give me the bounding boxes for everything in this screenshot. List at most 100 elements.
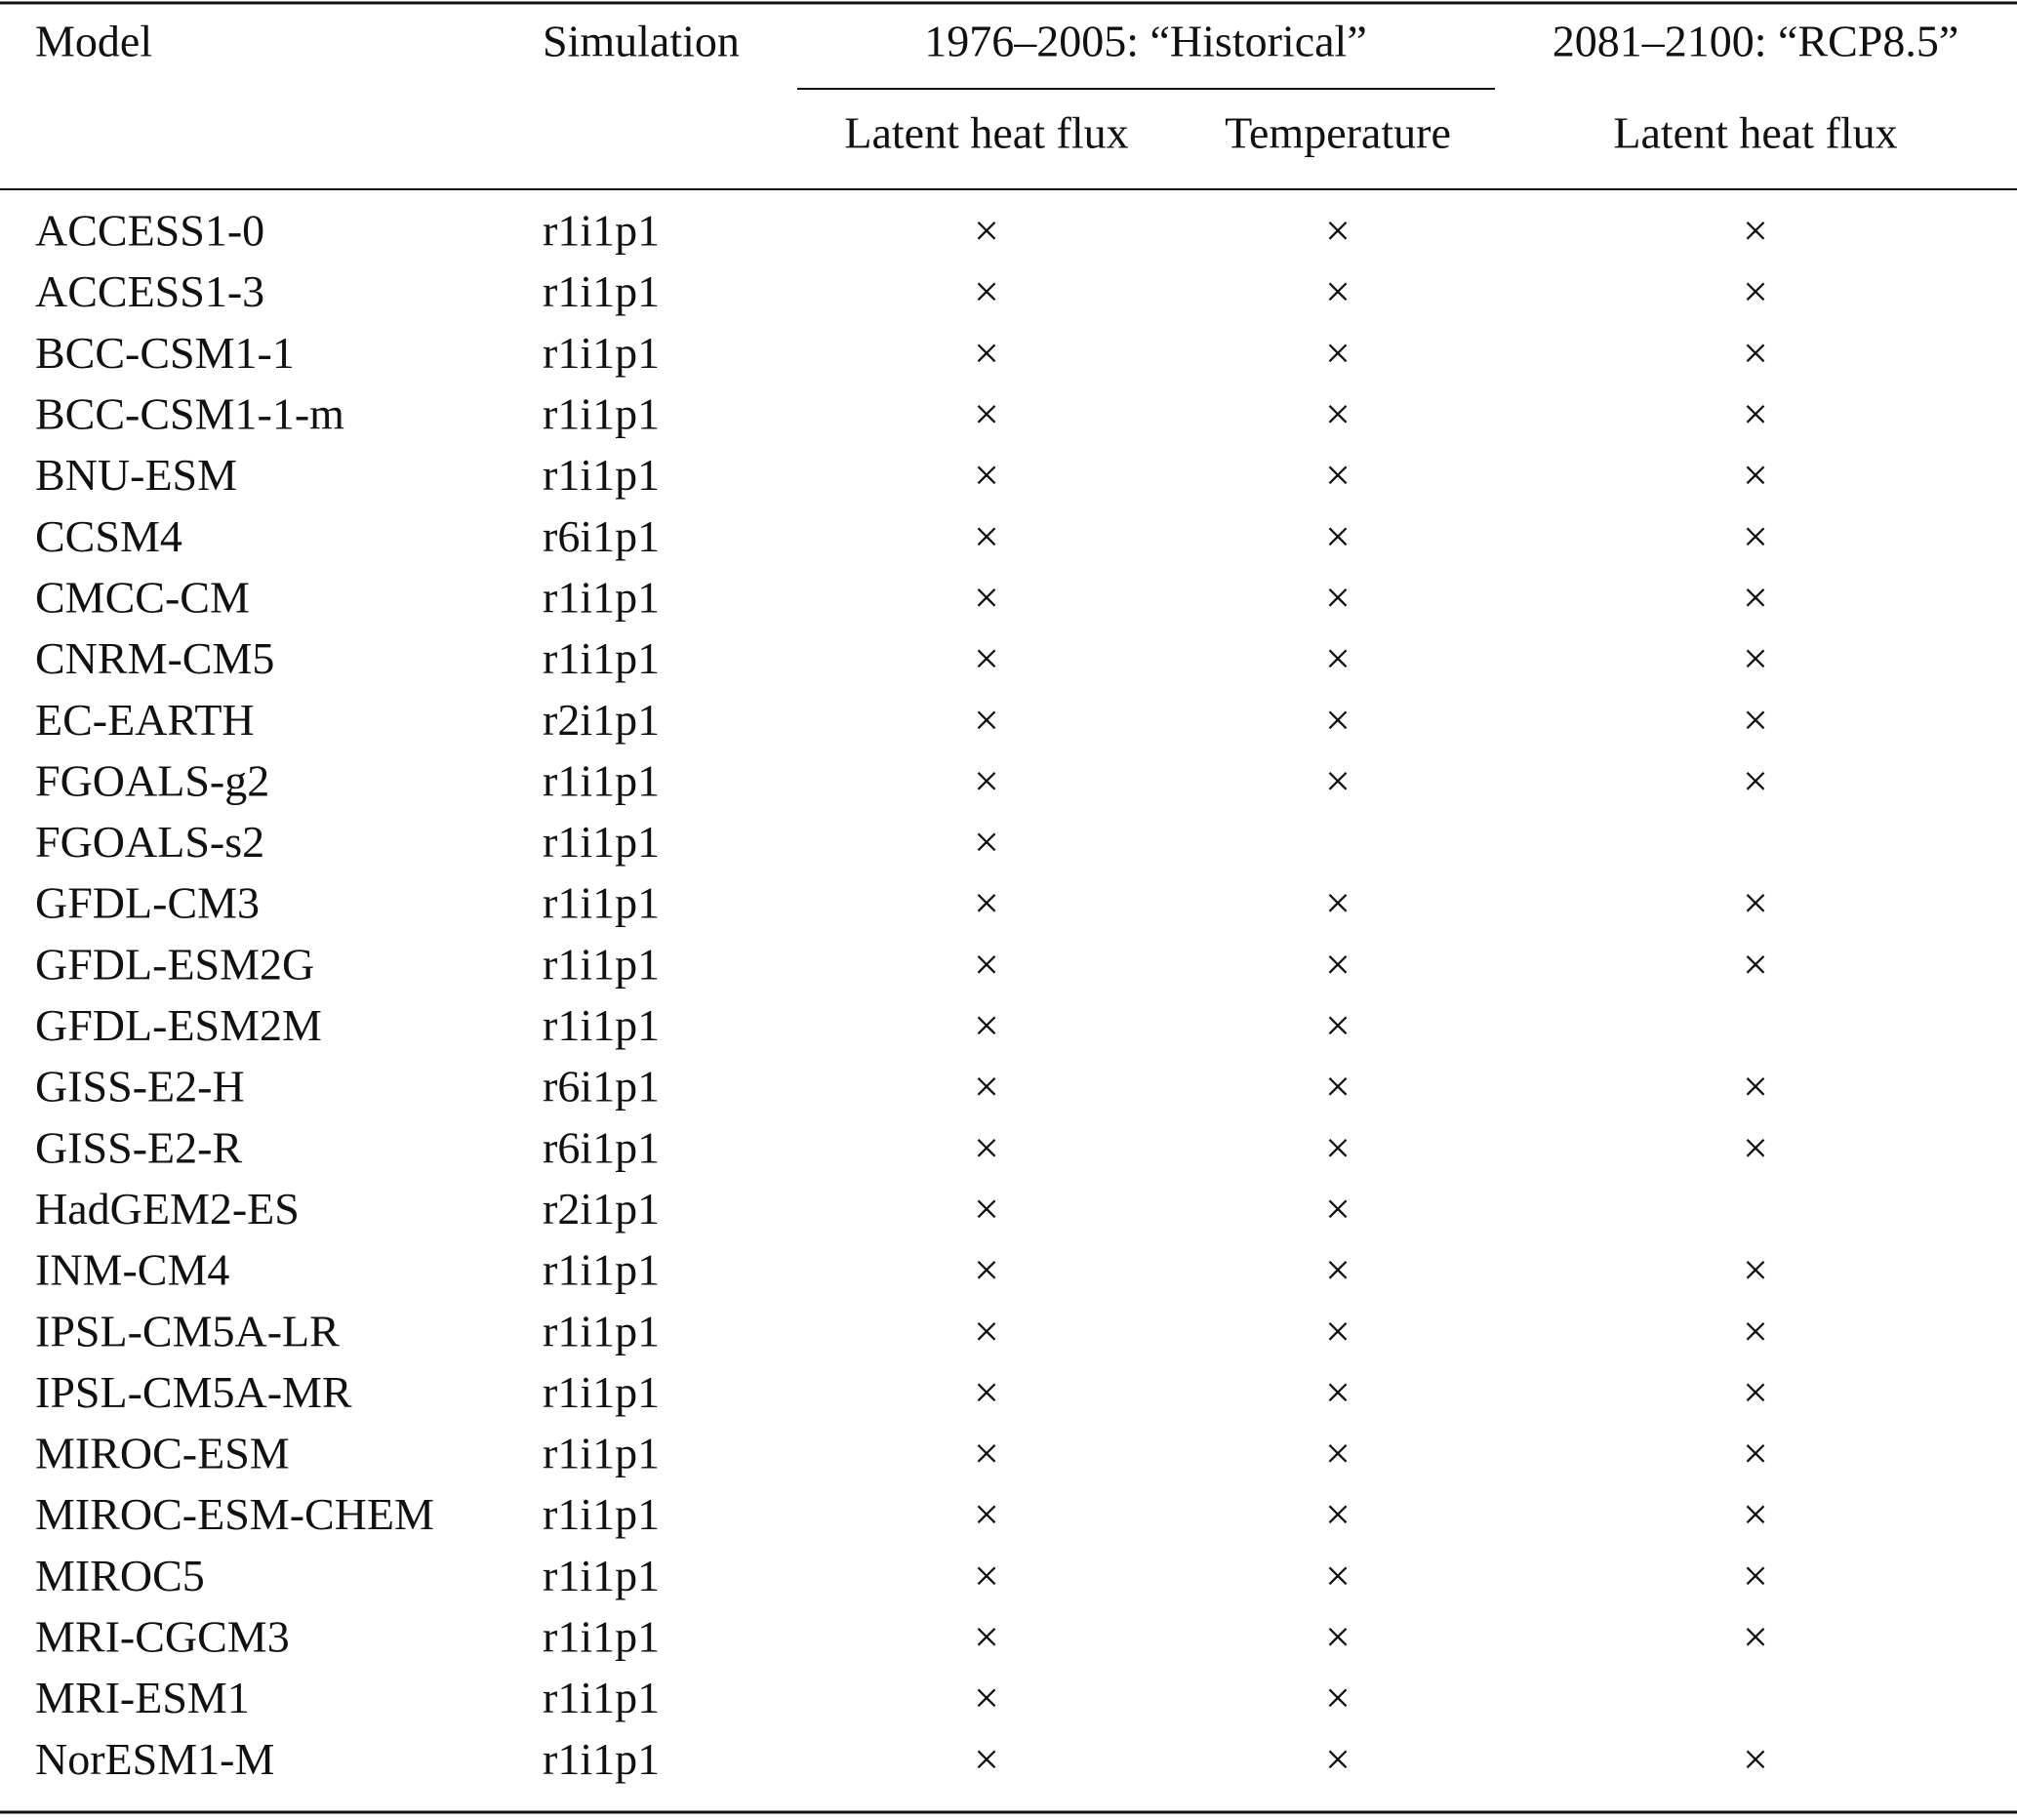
- availability-mark: ×: [974, 1184, 999, 1234]
- availability-mark: ×: [1743, 1245, 1768, 1295]
- simulation: r1i1p1: [543, 1367, 660, 1417]
- model-name: MIROC-ESM: [35, 1429, 290, 1478]
- availability-mark: ×: [974, 328, 999, 378]
- availability-mark: ×: [974, 1000, 999, 1050]
- availability-mark: ×: [1743, 695, 1768, 745]
- availability-mark: ×: [1743, 939, 1768, 989]
- availability-mark: ×: [1325, 511, 1351, 561]
- availability-mark: ×: [1325, 939, 1351, 989]
- availability-mark: ×: [974, 1673, 999, 1722]
- availability-mark: ×: [1325, 755, 1351, 805]
- model-name: ACCESS1-3: [35, 266, 264, 316]
- availability-mark: ×: [974, 1122, 999, 1172]
- simulation: r1i1p1: [543, 633, 660, 683]
- availability-mark: ×: [974, 266, 999, 316]
- simulation: r2i1p1: [543, 695, 660, 745]
- model-name: MIROC-ESM-CHEM: [35, 1489, 434, 1539]
- availability-mark: ×: [1325, 266, 1351, 316]
- availability-mark: ×: [1325, 1429, 1351, 1478]
- simulation: r1i1p1: [543, 1734, 660, 1784]
- model-name: GFDL-CM3: [35, 878, 260, 928]
- header-historical: 1976–2005: “Historical”: [924, 17, 1367, 66]
- availability-mark: ×: [974, 1306, 999, 1355]
- availability-mark: ×: [1325, 328, 1351, 378]
- availability-mark: ×: [1743, 1489, 1768, 1539]
- availability-mark: ×: [1743, 206, 1768, 256]
- availability-mark: ×: [1743, 572, 1768, 622]
- model-name: INM-CM4: [35, 1245, 229, 1295]
- availability-mark: ×: [1743, 328, 1768, 378]
- availability-mark: ×: [974, 755, 999, 805]
- model-name: MRI-ESM1: [35, 1673, 250, 1722]
- model-name: CNRM-CM5: [35, 633, 274, 683]
- availability-mark: ×: [1325, 1551, 1351, 1600]
- simulation: r1i1p1: [543, 450, 660, 500]
- availability-mark: ×: [974, 1489, 999, 1539]
- availability-mark: ×: [1325, 572, 1351, 622]
- availability-mark: ×: [1325, 450, 1351, 500]
- header-hist-temperature: Temperature: [1225, 108, 1451, 158]
- model-name: CCSM4: [35, 511, 182, 561]
- availability-mark: ×: [974, 633, 999, 683]
- availability-mark: ×: [1325, 1367, 1351, 1417]
- header-rcp: 2081–2100: “RCP8.5”: [1553, 17, 1959, 66]
- model-name: FGOALS-s2: [35, 817, 264, 867]
- simulation: r1i1p1: [543, 1612, 660, 1662]
- availability-mark: ×: [1325, 1489, 1351, 1539]
- model-name: BNU-ESM: [35, 450, 237, 500]
- availability-mark: ×: [1743, 1734, 1768, 1784]
- header-model: Model: [35, 17, 152, 66]
- availability-mark: ×: [1743, 755, 1768, 805]
- model-name: CMCC-CM: [35, 572, 250, 622]
- availability-mark: ×: [974, 695, 999, 745]
- availability-mark: ×: [1325, 1245, 1351, 1295]
- simulation: r1i1p1: [543, 1673, 660, 1722]
- availability-mark: ×: [1743, 1122, 1768, 1172]
- availability-mark: ×: [1325, 878, 1351, 928]
- availability-mark: ×: [1325, 1734, 1351, 1784]
- availability-mark: ×: [1743, 266, 1768, 316]
- availability-mark: ×: [1325, 206, 1351, 256]
- availability-mark: ×: [974, 1612, 999, 1662]
- availability-mark: ×: [1325, 389, 1351, 439]
- availability-mark: ×: [1325, 1612, 1351, 1662]
- availability-mark: ×: [974, 1367, 999, 1417]
- simulation: r1i1p1: [543, 1429, 660, 1478]
- availability-mark: ×: [974, 206, 999, 256]
- availability-mark: ×: [1743, 1429, 1768, 1478]
- availability-mark: ×: [974, 939, 999, 989]
- availability-mark: ×: [1325, 1000, 1351, 1050]
- model-name: MRI-CGCM3: [35, 1612, 290, 1662]
- availability-mark: ×: [1325, 1062, 1351, 1112]
- availability-mark: ×: [1325, 695, 1351, 745]
- availability-mark: ×: [974, 1245, 999, 1295]
- simulation: r1i1p1: [543, 1551, 660, 1600]
- availability-mark: ×: [1743, 1306, 1768, 1355]
- model-name: IPSL-CM5A-MR: [35, 1367, 352, 1417]
- simulation: r1i1p1: [543, 1245, 660, 1295]
- simulation: r1i1p1: [543, 206, 660, 256]
- simulation: r6i1p1: [543, 1062, 660, 1112]
- model-name: FGOALS-g2: [35, 755, 269, 805]
- simulation: r1i1p1: [543, 328, 660, 378]
- model-name: BCC-CSM1-1: [35, 328, 295, 378]
- availability-mark: ×: [974, 878, 999, 928]
- simulation: r1i1p1: [543, 1306, 660, 1355]
- model-name: GISS-E2-H: [35, 1062, 245, 1112]
- model-name: IPSL-CM5A-LR: [35, 1306, 340, 1355]
- availability-mark: ×: [974, 1734, 999, 1784]
- availability-mark: ×: [1325, 1673, 1351, 1722]
- simulation: r1i1p1: [543, 817, 660, 867]
- header-simulation: Simulation: [543, 17, 740, 66]
- model-name: EC-EARTH: [35, 695, 255, 745]
- simulation: r1i1p1: [543, 939, 660, 989]
- availability-mark: ×: [1325, 1184, 1351, 1234]
- model-name: ACCESS1-0: [35, 206, 264, 256]
- model-name: BCC-CSM1-1-m: [35, 389, 344, 439]
- availability-mark: ×: [974, 1551, 999, 1600]
- simulation: r1i1p1: [543, 389, 660, 439]
- simulation: r1i1p1: [543, 878, 660, 928]
- availability-mark: ×: [1743, 450, 1768, 500]
